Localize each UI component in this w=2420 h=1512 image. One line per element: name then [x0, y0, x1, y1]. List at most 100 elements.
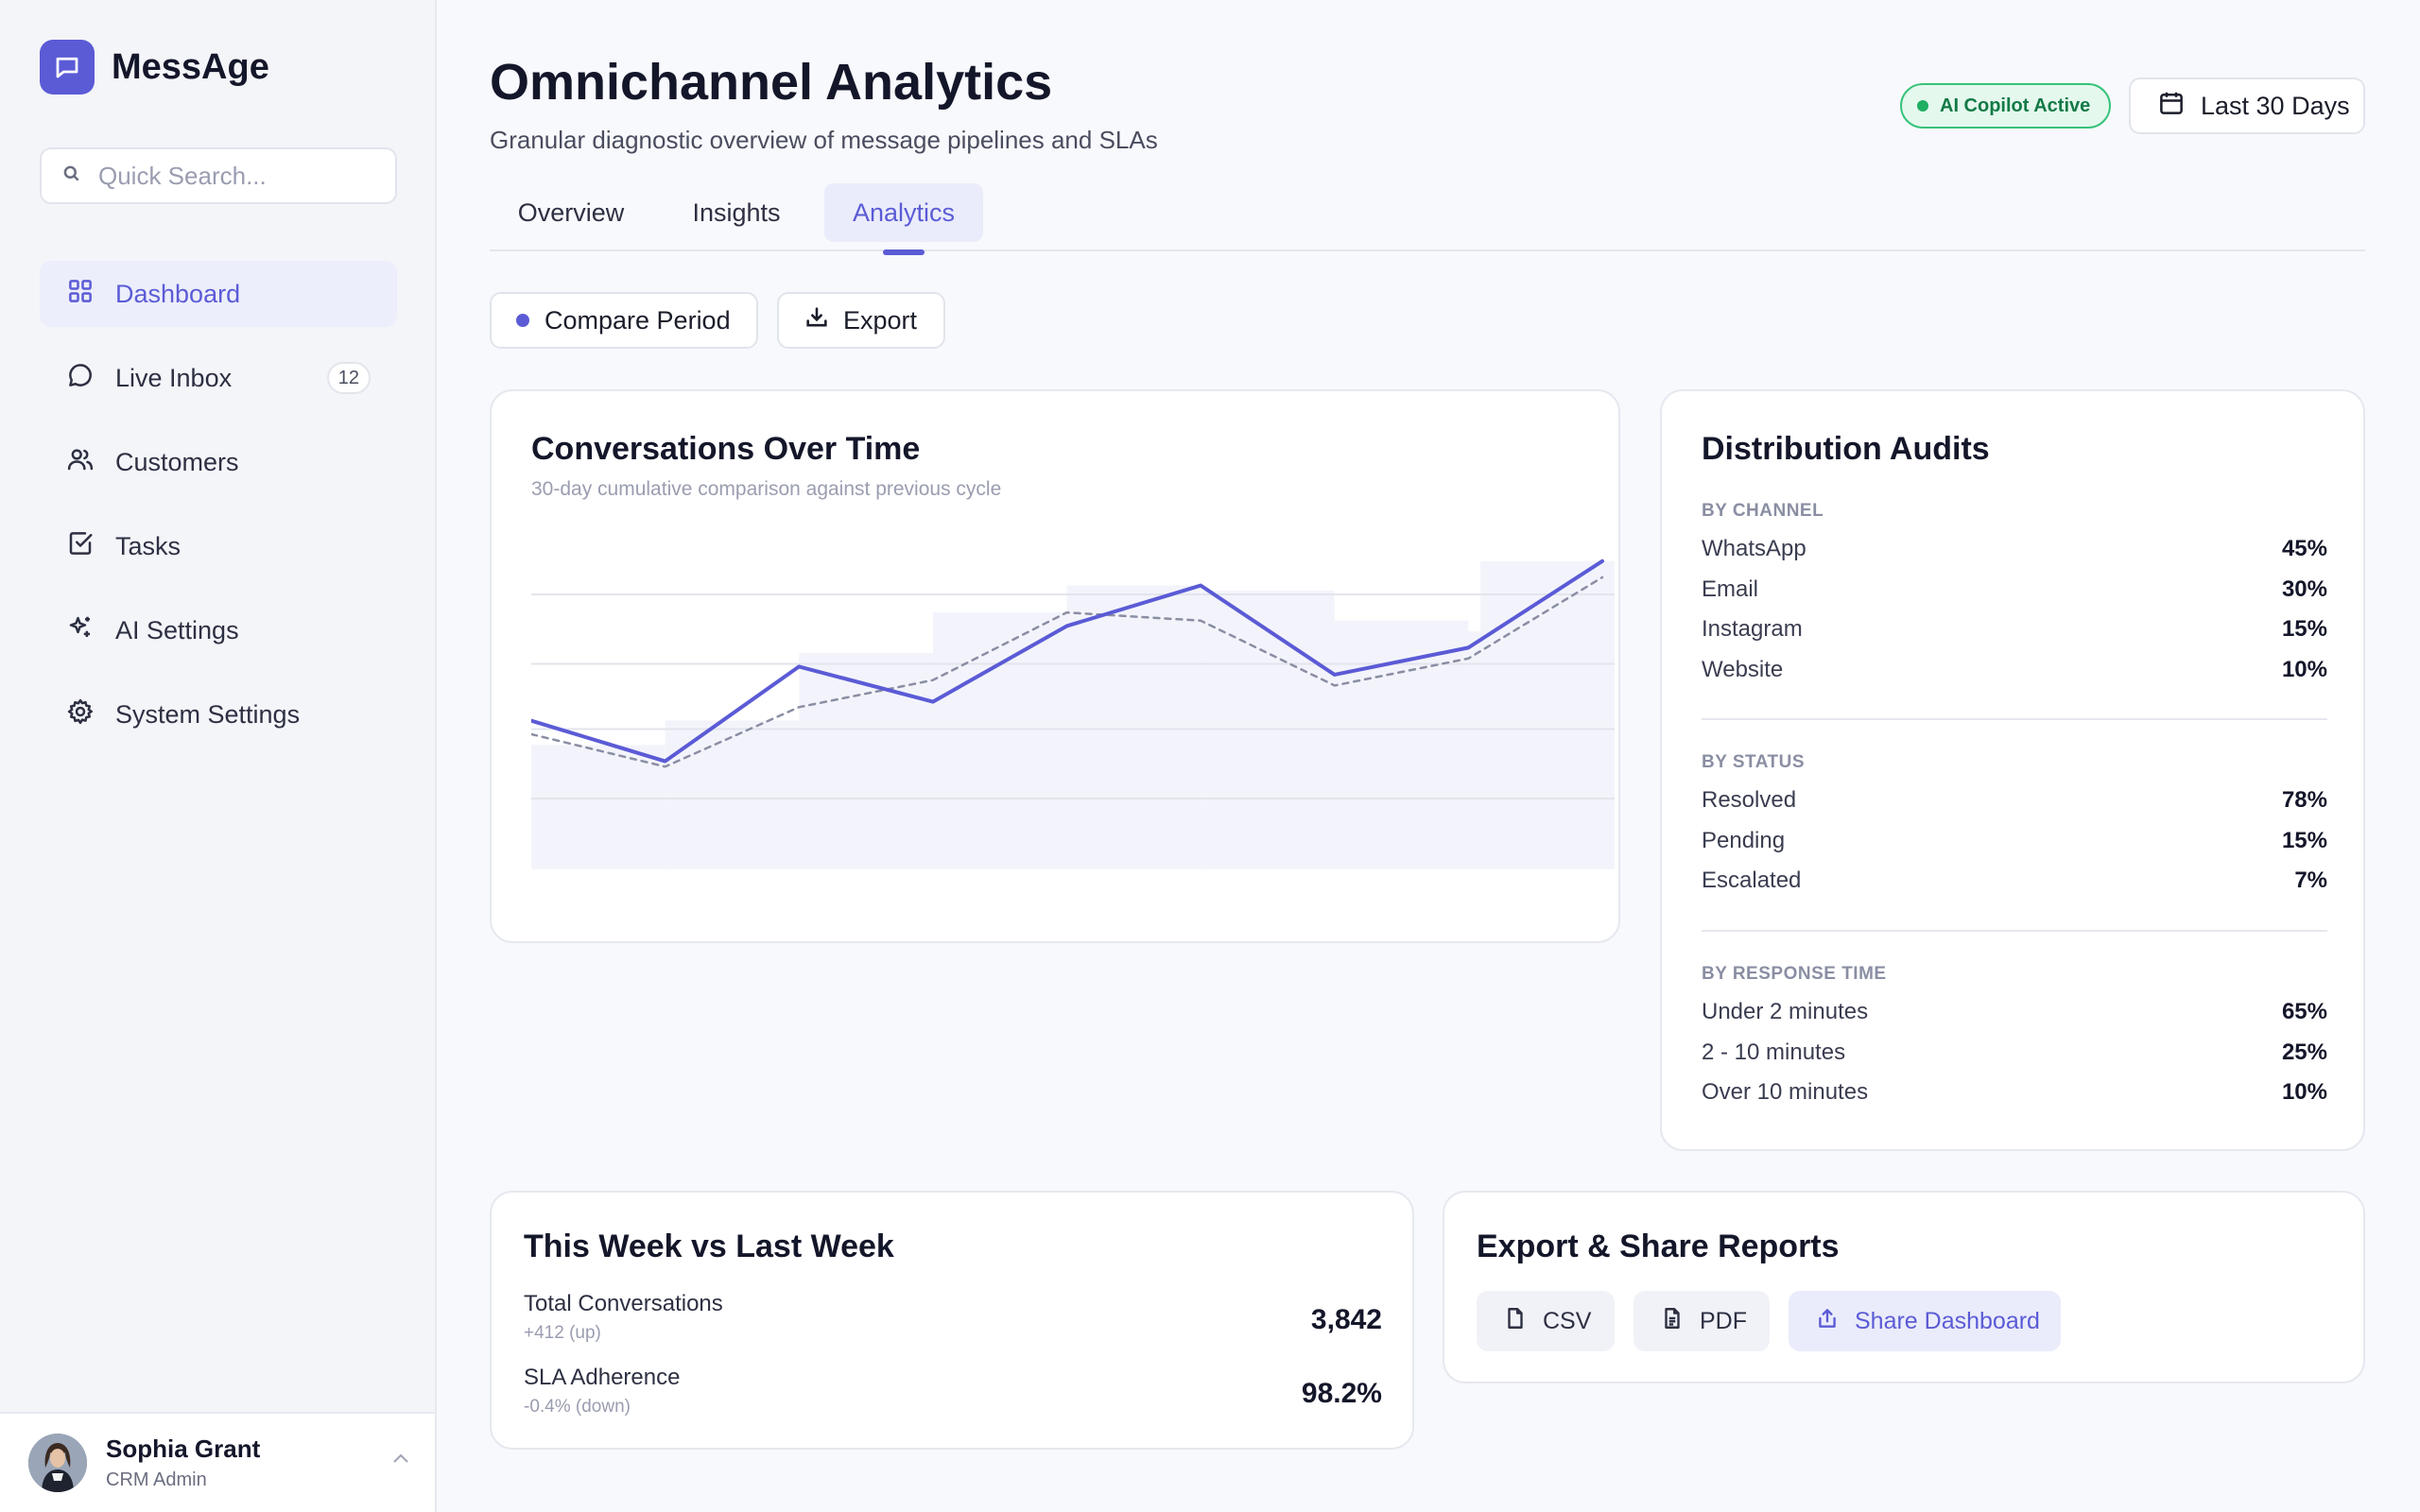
- chart-background-bar: [531, 745, 666, 869]
- sidebar-item-label: System Settings: [115, 699, 301, 729]
- row-value: 65%: [2281, 999, 2327, 1025]
- sidebar-nav: Dashboard Live Inbox 12 Customers Tasks …: [40, 261, 397, 765]
- row-label: Over 10 minutes: [1702, 1079, 1869, 1106]
- search-input[interactable]: [98, 161, 382, 191]
- tab-insights[interactable]: Insights: [692, 198, 781, 227]
- status-dot-icon: [1917, 100, 1928, 112]
- chart-background-bar: [1066, 585, 1201, 869]
- sidebar-item-tasks[interactable]: Tasks: [40, 513, 397, 579]
- list-item: Pending 15%: [1702, 821, 2327, 862]
- sidebar-item-label: AI Settings: [115, 615, 239, 644]
- chart-background-bar: [1334, 620, 1469, 869]
- row-label: Under 2 minutes: [1702, 999, 1869, 1025]
- row-value: 15%: [2281, 827, 2327, 853]
- sidebar-item-label: Tasks: [115, 531, 182, 560]
- download-icon: [804, 304, 830, 337]
- channel-section: BY CHANNEL WhatsApp 45% Email 30% Instagra…: [1702, 501, 2327, 690]
- list-item: Website 10%: [1702, 650, 2327, 691]
- grid-icon: [66, 277, 95, 312]
- compare-dot-icon: [516, 314, 529, 327]
- sparkles-icon: [66, 613, 95, 648]
- metric-value: 98.2%: [1301, 1378, 1382, 1409]
- compare-period-button[interactable]: Compare Period: [490, 292, 758, 349]
- chart-subtitle: 30-day cumulative comparison against pre…: [531, 478, 1002, 500]
- row-label: 2 - 10 minutes: [1702, 1039, 1846, 1065]
- row-value: 78%: [2281, 787, 2327, 814]
- export-button[interactable]: Export: [777, 292, 945, 349]
- search-icon: [62, 164, 81, 188]
- tab-overview[interactable]: Overview: [517, 198, 625, 227]
- user-role: CRM Admin: [106, 1469, 207, 1490]
- list-item: Escalated 7%: [1702, 861, 2327, 902]
- file-text-icon: [1660, 1306, 1685, 1337]
- sidebar-item-label: Customers: [115, 447, 239, 476]
- csv-label: CSV: [1543, 1307, 1592, 1334]
- sidebar-item-customers[interactable]: Customers: [40, 429, 397, 495]
- conversations-chart: [531, 558, 1615, 869]
- chart-background-bar: [932, 612, 1067, 869]
- pdf-button[interactable]: PDF: [1634, 1291, 1770, 1351]
- tab-active-indicator: [883, 249, 925, 255]
- export-label: Export: [843, 305, 918, 335]
- chevron-up-icon[interactable]: [391, 1452, 410, 1469]
- current-period-line: [531, 558, 1604, 764]
- gear-icon: [66, 697, 95, 732]
- list-item: 2 - 10 minutes 25%: [1702, 1033, 2327, 1074]
- row-value: 10%: [2281, 1079, 2327, 1106]
- ai-copilot-badge: AI Copilot Active: [1900, 83, 2112, 129]
- page-subtitle: Granular diagnostic overview of message …: [490, 126, 1158, 154]
- sidebar-item-system-settings[interactable]: System Settings: [40, 681, 397, 747]
- tab-analytics[interactable]: Analytics: [824, 183, 983, 242]
- page-title: Omnichannel Analytics: [490, 54, 1053, 111]
- distribution-audits-card: Distribution Audits BY CHANNEL WhatsApp 4…: [1660, 389, 2365, 1151]
- row-label: Email: [1702, 576, 1759, 602]
- chart-background-bar: [1201, 591, 1335, 869]
- row-label: Instagram: [1702, 616, 1803, 643]
- metric-label: Total Conversations: [524, 1291, 723, 1316]
- list-item: Instagram 15%: [1702, 610, 2327, 650]
- metric-label: SLA Adherence: [524, 1365, 681, 1390]
- list-item: Email 30%: [1702, 570, 2327, 610]
- distribution-title: Distribution Audits: [1702, 431, 1990, 467]
- date-range-button[interactable]: Last 30 Days: [2129, 77, 2365, 134]
- export-reports-card: Export & Share Reports CSV PDF Share Das…: [1443, 1191, 2365, 1383]
- sidebar-item-live-inbox[interactable]: Live Inbox 12: [40, 345, 397, 411]
- row-value: 25%: [2281, 1039, 2327, 1065]
- message-circle-icon: [66, 361, 95, 396]
- share-dashboard-button[interactable]: Share Dashboard: [1789, 1291, 2061, 1351]
- divider: [1702, 930, 2327, 932]
- inbox-count-badge: 12: [326, 362, 371, 394]
- share-dashboard-label: Share Dashboard: [1855, 1307, 2040, 1334]
- users-icon: [66, 445, 95, 480]
- file-icon: [1503, 1306, 1528, 1337]
- list-item: WhatsApp 45%: [1702, 529, 2327, 570]
- row-label: Resolved: [1702, 787, 1797, 814]
- user-name: Sophia Grant: [106, 1435, 261, 1463]
- csv-button[interactable]: CSV: [1477, 1291, 1615, 1351]
- ai-copilot-label: AI Copilot Active: [1940, 94, 2091, 116]
- tab-bar: Overview Insights Analytics: [490, 183, 2365, 255]
- metric-delta: +412 (up): [524, 1323, 601, 1343]
- row-label: Escalated: [1702, 868, 1802, 894]
- sidebar-item-ai-settings[interactable]: AI Settings: [40, 597, 397, 663]
- calendar-icon: [2157, 89, 2186, 124]
- chat-bubble-icon: [40, 40, 95, 94]
- search-box[interactable]: [40, 147, 397, 204]
- sidebar-item-label: Live Inbox: [115, 363, 233, 392]
- row-value: 10%: [2281, 656, 2327, 682]
- brand[interactable]: MessAge: [40, 40, 269, 94]
- user-profile[interactable]: Sophia Grant CRM Admin: [0, 1412, 435, 1512]
- section-heading: BY CHANNEL: [1702, 501, 1824, 521]
- row-label: Website: [1702, 656, 1784, 682]
- sidebar-item-label: Dashboard: [115, 279, 241, 308]
- week-comparison-card: This Week vs Last Week Total Conversatio…: [490, 1191, 1414, 1450]
- week-title: This Week vs Last Week: [524, 1228, 894, 1264]
- row-value: 7%: [2294, 868, 2327, 894]
- list-item: Over 10 minutes 10%: [1702, 1073, 2327, 1113]
- divider: [1702, 718, 2327, 720]
- sidebar-item-dashboard[interactable]: Dashboard: [40, 261, 397, 327]
- metric-delta: -0.4% (down): [524, 1397, 631, 1417]
- row-value: 15%: [2281, 616, 2327, 643]
- conversations-card: Conversations Over Time 30-day cumulativ…: [490, 389, 1620, 943]
- pdf-label: PDF: [1700, 1307, 1747, 1334]
